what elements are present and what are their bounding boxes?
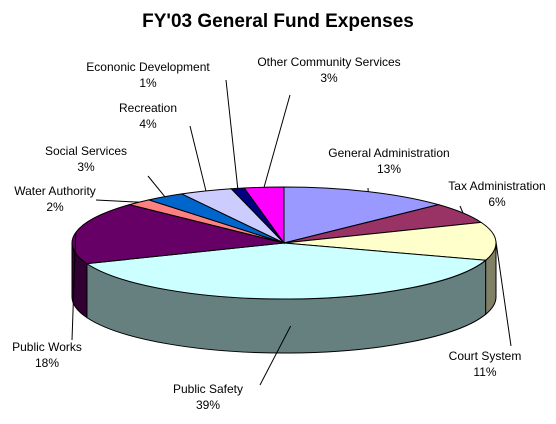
slice-label-recreation: Recreation — [119, 101, 177, 115]
leader-line-public-works — [71, 232, 77, 341]
slice-value-public-safety: 39% — [196, 398, 220, 412]
slice-label-other-community-services: Other Community Services — [257, 55, 400, 69]
slice-label-public-safety: Public Safety — [173, 382, 243, 396]
pie-slices — [71, 186, 497, 300]
slice-label-social-services: Social Services — [45, 144, 127, 158]
slice-value-recreation: 4% — [139, 117, 157, 131]
leader-line-econonic-development — [225, 79, 239, 189]
pie-slice-public-safety — [85, 242, 487, 300]
slice-value-econonic-development: 1% — [139, 76, 157, 90]
chart-title: FY'03 General Fund Expenses — [142, 11, 414, 32]
leader-line-recreation — [189, 125, 207, 192]
slice-label-public-works: Public Works — [12, 340, 82, 354]
leader-line-public-safety — [259, 325, 292, 386]
leader-line-water-authority — [95, 199, 139, 203]
slice-value-general-administration: 13% — [377, 162, 401, 176]
slice-labels: General Administration 13% Tax Administrat… — [12, 55, 546, 412]
slice-label-econonic-development: Econonic Development — [86, 60, 210, 74]
slice-label-general-administration: General Administration — [328, 146, 449, 160]
slice-value-court-system: 11% — [473, 365, 496, 379]
pie-sides — [71, 242, 497, 354]
leader-line-court-system — [495, 241, 512, 347]
slice-label-court-system: Court System — [449, 349, 522, 363]
leader-lines — [71, 79, 512, 386]
pie-slice-court-system — [283, 221, 497, 261]
slice-value-public-works: 18% — [35, 356, 59, 370]
slice-value-other-community-services: 3% — [320, 71, 338, 85]
slice-label-water-authority: Water Authority — [14, 184, 96, 198]
leader-line-tax-administration — [459, 205, 464, 214]
pie-slice-public-works — [71, 204, 285, 265]
leader-line-social-services — [147, 175, 166, 197]
slice-value-water-authority: 2% — [46, 200, 64, 214]
pie-slice-other-community-services — [243, 186, 285, 245]
leader-line-other-community-services — [263, 94, 291, 188]
slice-label-tax-administration: Tax Administration — [448, 179, 545, 193]
pie-slice-general-administration — [283, 186, 441, 244]
slice-value-social-services: 3% — [77, 160, 95, 174]
slice-value-tax-administration: 6% — [488, 195, 506, 209]
